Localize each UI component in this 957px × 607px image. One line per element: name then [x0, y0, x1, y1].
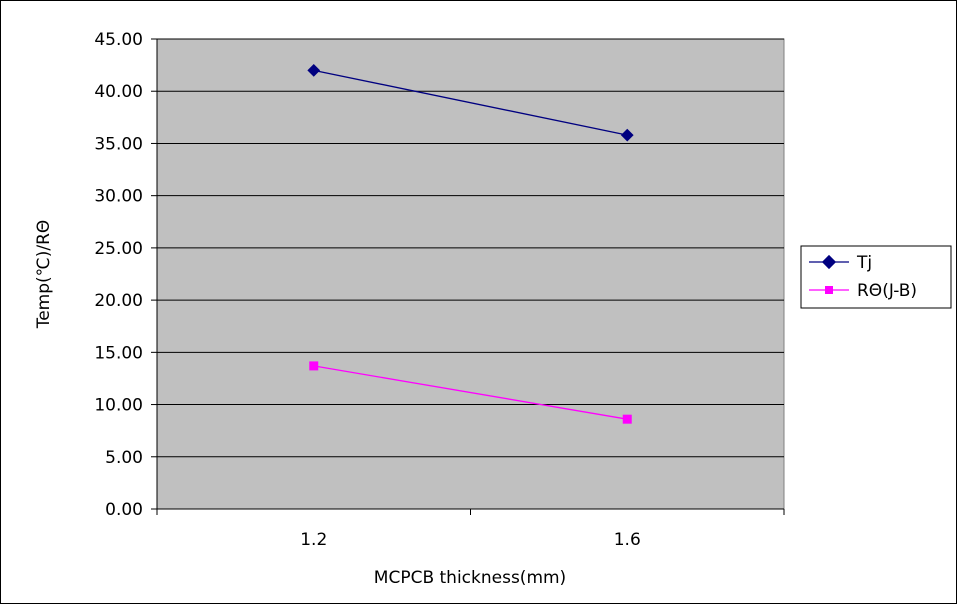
series-line-0 [313, 69, 628, 136]
data-point-marker [622, 414, 632, 424]
y-tick-label: 0.00 [105, 500, 143, 520]
plot-area [156, 38, 785, 510]
data-point-marker [307, 63, 321, 77]
y-tick-label: 10.00 [94, 396, 143, 416]
y-tick-label: 35.00 [94, 134, 143, 154]
y-tick-label: 20.00 [94, 291, 143, 311]
y-tick-label: 5.00 [105, 448, 143, 468]
series-line-1 [313, 365, 628, 420]
legend-label-tj: Tj [856, 253, 872, 273]
gridlines [157, 38, 784, 458]
y-tick-label: 40.00 [94, 82, 143, 102]
legend-box [800, 245, 952, 309]
y-tick-label: 15.00 [94, 343, 143, 363]
x-tick-label: 1.6 [614, 530, 641, 550]
x-tick-label: 1.2 [300, 530, 327, 550]
data-point-marker [309, 361, 319, 371]
y-axis-title: Temp(℃)/RΘ [34, 220, 54, 330]
y-tick-label: 30.00 [94, 187, 143, 207]
x-axis-title: MCPCB thickness(mm) [374, 568, 566, 588]
legend-tj-marker [821, 254, 837, 270]
y-tick-label: 45.00 [94, 30, 143, 50]
legend: Tj RΘ(J-B) [800, 245, 952, 309]
y-tick-label: 25.00 [94, 239, 143, 259]
legend-rtheta-marker [825, 286, 833, 294]
legend-label-rtheta: RΘ(J-B) [857, 281, 917, 301]
axes: 0.00 5.00 10.00 15.00 20.00 25.00 30.00 35.00 40… [94, 30, 785, 550]
